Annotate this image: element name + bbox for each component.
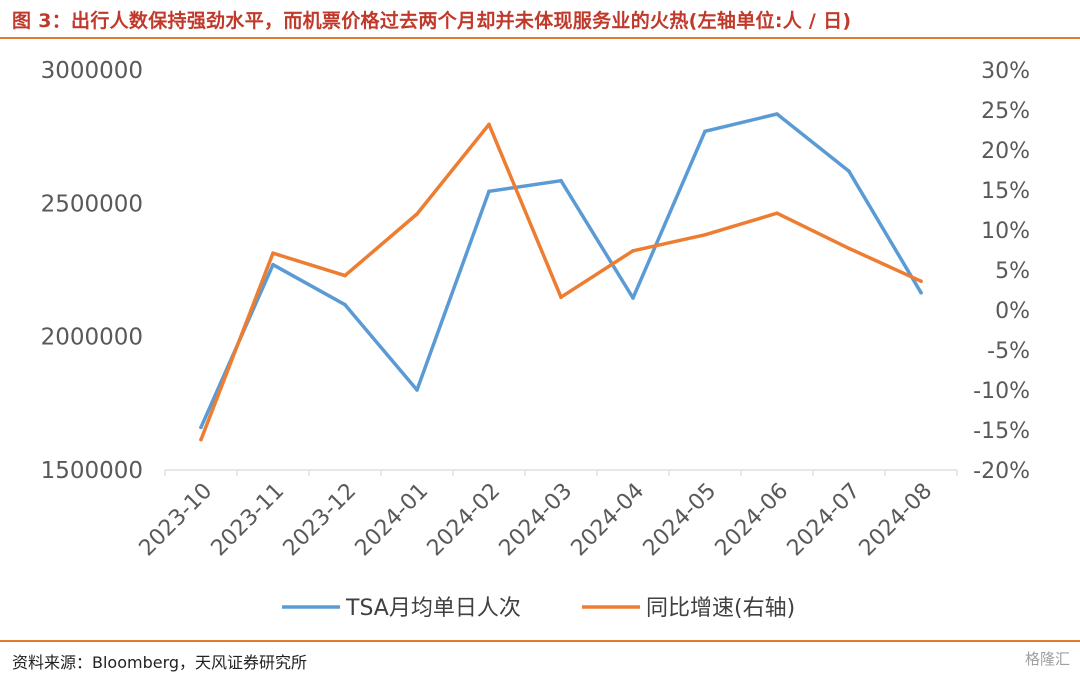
x-axis-tick-label: 2023-12	[279, 479, 362, 562]
left-axis-tick-label: 1500000	[41, 458, 143, 484]
right-axis-tick-label: 10%	[981, 219, 1030, 244]
tsa-data-point	[703, 129, 707, 134]
right-axis-tick-label: -20%	[973, 459, 1030, 484]
x-axis-tick-label: 2024-06	[711, 479, 794, 562]
x-axis-tick-label: 2024-08	[855, 479, 938, 562]
yoy-data-point	[775, 211, 779, 215]
yoy-data-point	[703, 233, 707, 237]
yoy-data-point	[919, 279, 923, 284]
tsa-data-point	[559, 178, 563, 183]
tsa-data-point	[487, 189, 491, 194]
yoy-series-line	[199, 122, 923, 442]
yoy-data-point	[559, 295, 563, 300]
x-axis-tick-label: 2024-03	[495, 479, 578, 562]
yoy-data-point	[271, 251, 275, 255]
tsa-series-line	[199, 112, 923, 430]
left-axis-tick-label: 2000000	[41, 325, 143, 351]
right-axis-tick-label: 0%	[995, 299, 1030, 324]
x-axis-tick-label: 2024-04	[567, 479, 650, 562]
legend-label-yoy: 同比增速(右轴)	[646, 596, 795, 621]
right-axis-tick-label: 5%	[995, 259, 1030, 284]
tsa-data-point	[847, 169, 851, 174]
yoy-data-point	[415, 212, 419, 216]
x-axis-tick-label: 2023-11	[207, 479, 290, 562]
tsa-data-point	[919, 290, 923, 295]
tsa-data-point	[271, 262, 275, 267]
x-axis-tick-label: 2024-01	[351, 479, 434, 562]
left-axis-tick-label: 3000000	[41, 58, 143, 84]
yoy-data-point	[343, 273, 347, 278]
chart-legend: TSA月均单日人次 同比增速(右轴)	[282, 596, 795, 621]
x-axis-tick-label: 2024-07	[783, 479, 866, 562]
right-axis-tick-label: -5%	[987, 339, 1030, 364]
tsa-data-point	[631, 296, 635, 300]
left-axis-tick-label: 2500000	[41, 191, 143, 217]
right-axis-tick-label: -15%	[973, 419, 1030, 444]
chart-axes: 1500000 2000000 2500000 3000000 -20% -15% -10%…	[41, 58, 1030, 561]
right-axis-tick-label: -10%	[973, 379, 1030, 404]
x-axis-tick-label: 2023-10	[135, 479, 218, 562]
right-axis-tick-label: 25%	[981, 99, 1030, 124]
tsa-data-point	[199, 425, 203, 430]
yoy-data-point	[631, 249, 635, 253]
source-note: 资料来源：Bloomberg，天风证券研究所	[12, 653, 308, 672]
source-rule	[0, 640, 1080, 642]
dual-axis-line-chart: 1500000 2000000 2500000 3000000 -20% -15% -10%…	[41, 58, 1030, 621]
tsa-data-point	[415, 388, 419, 392]
yoy-data-point	[847, 246, 851, 251]
watermark: 格隆汇	[1024, 650, 1070, 668]
right-axis-tick-label: 30%	[981, 59, 1030, 84]
yoy-data-point	[199, 437, 203, 442]
yoy-data-point	[487, 122, 491, 127]
chart-title: 图 3：出行人数保持强劲水平，而机票价格过去两个月却并未体现服务业的火热(左轴单…	[12, 10, 852, 32]
x-axis-tick-label: 2024-05	[639, 479, 722, 562]
tsa-data-point	[343, 302, 347, 307]
right-axis-tick-label: 20%	[981, 139, 1030, 164]
legend-label-tsa: TSA月均单日人次	[345, 596, 521, 621]
title-rule	[0, 37, 1080, 39]
right-axis-tick-label: 15%	[981, 179, 1030, 204]
tsa-data-point	[775, 112, 779, 116]
x-axis-tick-label: 2024-02	[423, 479, 506, 562]
chart-lines	[199, 112, 923, 442]
